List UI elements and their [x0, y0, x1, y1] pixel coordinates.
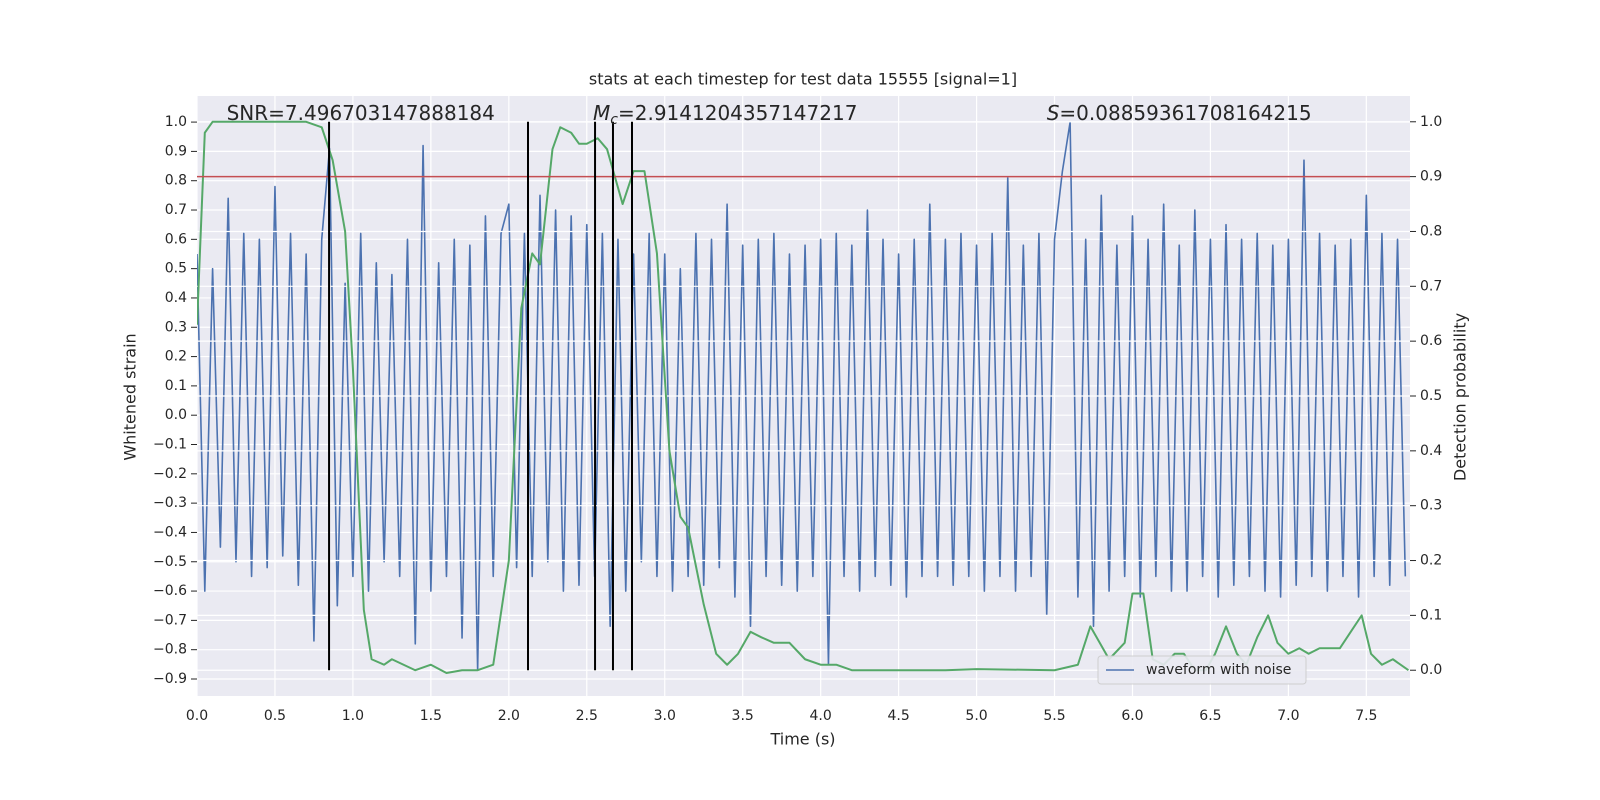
- y2-tick-label: 0.4: [1420, 443, 1442, 459]
- x-tick-label: 1.0: [342, 708, 364, 724]
- y-tick-label: −0.5: [153, 554, 187, 570]
- y-tick-label: −0.3: [153, 495, 187, 511]
- y-tick-label: −0.2: [153, 466, 187, 482]
- y2-tick-label: 0.5: [1420, 388, 1442, 404]
- y2-tick-label: 0.2: [1420, 553, 1442, 569]
- y-tick-label: 0.8: [165, 173, 187, 189]
- y-tick-label: −0.7: [153, 612, 187, 628]
- x-tick-label: 7.0: [1277, 708, 1299, 724]
- y-tick-label: 0.5: [165, 261, 187, 277]
- x-tick-label: 2.5: [576, 708, 598, 724]
- x-tick-label: 7.5: [1355, 708, 1377, 724]
- y-tick-label: −0.8: [153, 642, 187, 658]
- y-tick-label: −0.1: [153, 437, 187, 453]
- legend-label: waveform with noise: [1146, 662, 1291, 678]
- annotation: Mc=2.9141204357147217: [593, 101, 857, 129]
- x-tick-label: 0.0: [186, 708, 208, 724]
- annotation-text: =2.9141204357147217: [618, 101, 857, 125]
- series-line: [197, 120, 1410, 674]
- legend-box: [1097, 655, 1307, 685]
- y2-tick-label: 1.0: [1420, 114, 1442, 130]
- annotation-symbol: M: [593, 101, 610, 125]
- annotation: SNR=7.496703147888184: [227, 101, 495, 125]
- chart-title: stats at each timestep for test data 155…: [589, 70, 1017, 89]
- y2-tick-label: 0.9: [1420, 169, 1442, 185]
- x-tick-label: 3.0: [654, 708, 676, 724]
- x-tick-label: 0.5: [264, 708, 286, 724]
- y-tick-label: 0.3: [165, 319, 187, 335]
- x-tick-label: 4.0: [810, 708, 832, 724]
- y-tick-label: 0.9: [165, 143, 187, 159]
- y2-tick-label: 0.7: [1420, 278, 1442, 294]
- x-axis-label: Time (s): [769, 730, 835, 749]
- legend: waveform with noise: [1097, 655, 1307, 685]
- annotation-subscript: c: [610, 112, 618, 128]
- annotation-text: SNR=7.496703147888184: [227, 101, 495, 125]
- y2-tick-label: 0.6: [1420, 333, 1442, 349]
- annotation: S=0.08859361708164215: [1047, 101, 1312, 125]
- y-tick-label: 0.6: [165, 231, 187, 247]
- y2-tick-label: 0.0: [1420, 662, 1442, 678]
- y-tick-label: 0.0: [165, 407, 187, 423]
- y-axis-label: Whitened strain: [121, 333, 140, 460]
- x-tick-label: 2.0: [498, 708, 520, 724]
- x-tick-label: 4.5: [887, 708, 909, 724]
- y-tick-label: 0.7: [165, 202, 187, 218]
- x-tick-label: 3.5: [732, 708, 754, 724]
- annotation-text: =0.08859361708164215: [1059, 101, 1311, 125]
- series-line: [197, 121, 1407, 672]
- y2-tick-label: 0.8: [1420, 223, 1442, 239]
- y-tick-label: 0.4: [165, 290, 187, 306]
- y-tick-label: 0.1: [165, 378, 187, 394]
- x-tick-label: 6.0: [1121, 708, 1143, 724]
- x-tick-label: 5.5: [1043, 708, 1065, 724]
- y-tick-label: −0.9: [153, 671, 187, 687]
- x-tick-label: 5.0: [965, 708, 987, 724]
- x-tick-label: 6.5: [1199, 708, 1221, 724]
- annotation-symbol: S: [1047, 101, 1060, 125]
- y2-axis-label: Detection probability: [1451, 313, 1470, 481]
- overlay: 0.0 0.5 1.0 1.5 2.0 2.5 3.0 3.5 4.0 4.5 5.0 5.5 6.0 6…: [153, 101, 1442, 724]
- x-tick-label: 1.5: [420, 708, 442, 724]
- y2-tick-label: 0.1: [1420, 607, 1442, 623]
- y-tick-label: 1.0: [165, 114, 187, 130]
- y-tick-label: −0.6: [153, 583, 187, 599]
- y-tick-label: −0.4: [153, 524, 187, 540]
- y2-tick-label: 0.3: [1420, 498, 1442, 514]
- y-tick-label: 0.2: [165, 349, 187, 365]
